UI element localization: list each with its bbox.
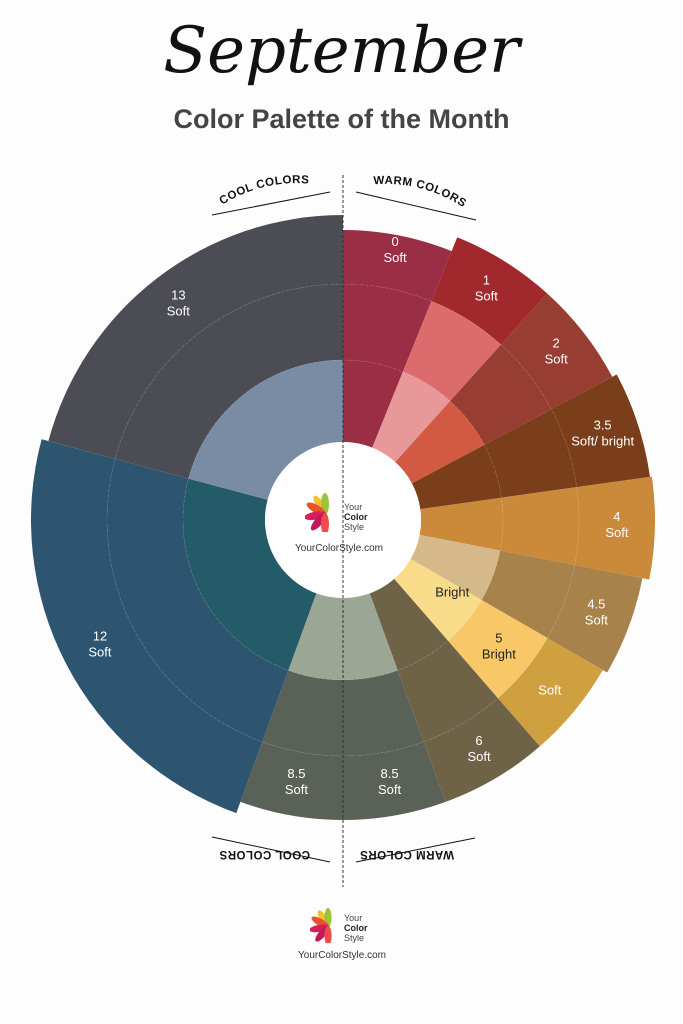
segment-0-text: Soft [384,250,408,265]
warm-bottom-arrow [355,837,476,863]
segment-12-text: Soft [88,645,112,660]
segment-3.5-outer [551,374,650,488]
footer-brand-text: Your Color Style [344,913,368,943]
segment-2-text: Soft [545,351,569,366]
segment-3.5-text: Soft/ bright [571,434,634,449]
segment-8.5w-text: Soft [378,782,402,797]
segment-6-outer [423,698,540,802]
segment-4-middle [500,487,579,566]
segment-6-inner [369,578,448,671]
warm-colors-bottom-label: WARM COLORS [360,848,454,860]
leaf-logo-icon [305,493,329,532]
segment-1-middle [402,301,501,402]
segment-2-middle [450,344,552,445]
segment-13-text: Soft [167,303,191,318]
segment-5-text: Bright [482,646,516,661]
page-title: September [163,14,520,88]
segment-5-middle [447,600,548,699]
center-brand-text: Your Color Style [344,502,368,532]
segment-3.5-middle [484,409,577,498]
segment-8.5c-inner [288,593,343,680]
segment-5-inner-text: Bright [435,584,469,599]
segment-13-middle [115,284,343,479]
segment-4.5-outer [547,565,643,673]
segment-12-outer [30,439,263,814]
segment-4.5-inner [410,534,501,600]
segment-8.5c-middle [262,670,343,756]
segment-2-outer [500,293,613,410]
wheel-segments [30,215,655,820]
segment-1-outer [431,237,548,345]
leaf-logo-icon [310,907,332,943]
segment-3.5-inner [411,444,502,510]
segment-13-inner [188,360,343,500]
segment-0-number: 0 [391,234,398,249]
segment-8.5w-inner [343,593,398,680]
page-subtitle: Color Palette of the Month [173,104,510,134]
segment-8.5c-outer [240,741,343,820]
segment-6-number: 6 [475,733,482,748]
segment-1-number: 1 [483,273,490,288]
segment-5-number: 5 [495,630,502,645]
segment-3.5-number: 3.5 [594,418,612,433]
segment-1-inner [372,371,451,463]
segment-8.5w-middle [343,670,424,756]
segment-4-inner [419,497,504,551]
segment-4.5-text: Soft [585,613,609,628]
segment-8.5c-text: Soft [285,782,309,797]
segment-12-number: 12 [93,629,107,644]
footer-logo: Your Color Style YourColorStyle.com [296,905,396,965]
segment-4-outer [574,476,655,580]
segment-0-inner [343,360,403,448]
segment-4-number: 4 [613,509,620,524]
cool-bottom-arrow [211,836,331,863]
segment-4-text: Soft [605,525,629,540]
segment-0-outer [343,230,452,302]
segment-0-middle [343,284,432,372]
segment-4.5-number: 4.5 [587,597,605,612]
segment-5-outer [497,638,603,747]
cool-top-arrow [211,191,331,216]
segment-12-inner [183,478,317,671]
segment-8.5w-outer [343,741,446,820]
center-logo: Your Color Style YourColorStyle.com [290,490,400,560]
cool-colors-top-label: COOL COLORS [218,174,310,207]
segment-5-outer-text: Soft [538,682,562,697]
cool-colors-bottom-label: COOL COLORS [219,848,310,860]
segment-6-middle [397,640,498,742]
segment-1-text: Soft [475,289,499,304]
segment-2-number: 2 [553,335,560,350]
segment-13-outer [48,215,343,459]
segment-4.5-middle [481,550,575,638]
center-site-url: YourColorStyle.com [295,543,384,554]
segment-8.5c-number: 8.5 [287,766,305,781]
segment-12-middle [106,458,289,742]
segment-6-text: Soft [467,749,491,764]
segment-13-number: 13 [171,287,185,302]
segment-5-inner [394,559,482,641]
segment-2-inner [395,401,485,484]
warm-colors-top-label: WARM COLORS [373,175,468,210]
segment-8.5w-number: 8.5 [380,766,398,781]
warm-top-arrow [355,191,477,221]
footer-site-url: YourColorStyle.com [298,950,387,961]
